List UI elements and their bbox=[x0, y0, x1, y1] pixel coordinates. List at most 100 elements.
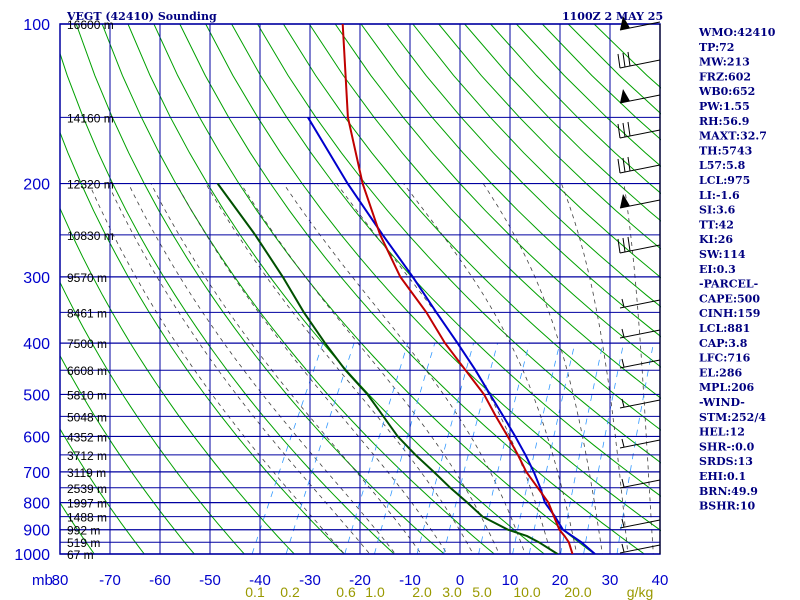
wind-feather bbox=[617, 53, 621, 69]
mixing-ratio-label: 5.0 bbox=[472, 584, 492, 600]
header-left: VEGT (42410) Sounding bbox=[66, 10, 217, 23]
moist-adiabat bbox=[561, 183, 629, 554]
wind-feather bbox=[621, 398, 625, 408]
sounding-index: TP:72 bbox=[699, 41, 734, 54]
wind-barb bbox=[619, 359, 661, 369]
wind-barb bbox=[619, 199, 661, 209]
sounding-index: RH:56.9 bbox=[699, 115, 749, 128]
wind-barb bbox=[619, 329, 661, 339]
sounding-index: KI:26 bbox=[699, 233, 733, 246]
dry-adiabat bbox=[75, 24, 446, 554]
height-label: 16600 m bbox=[67, 18, 114, 32]
mixing-ratio-label: 0.2 bbox=[280, 584, 300, 600]
sounding-index: MPL:206 bbox=[699, 381, 755, 394]
moist-adiabat bbox=[403, 183, 578, 554]
temperature-tick-label: -50 bbox=[199, 572, 221, 589]
pressure-tick-label: 800 bbox=[23, 496, 50, 513]
sounding-index: PW:1.55 bbox=[699, 100, 750, 113]
wind-barb bbox=[619, 544, 661, 554]
height-label: 6608 m bbox=[67, 364, 107, 378]
dry-adiabat bbox=[60, 427, 145, 554]
sounding-index: BRN:49.9 bbox=[699, 485, 758, 498]
dry-adiabat bbox=[282, 24, 661, 431]
temperature-tick-label: -30 bbox=[299, 572, 321, 589]
wind-barb bbox=[619, 299, 661, 309]
dry-adiabat bbox=[179, 24, 646, 554]
temperature-tick-label: 0 bbox=[456, 572, 464, 589]
moist-adiabat bbox=[240, 183, 500, 554]
wind-feather bbox=[617, 158, 621, 174]
sounding-index: -WIND- bbox=[699, 396, 745, 409]
height-label: 14160 m bbox=[67, 111, 114, 125]
sounding-index: FRZ:602 bbox=[699, 70, 751, 83]
height-label: 67 m bbox=[67, 548, 94, 562]
pressure-tick-label: 700 bbox=[23, 465, 50, 482]
sounding-index: STM:252/4 bbox=[699, 411, 766, 424]
moist-adiabat bbox=[128, 183, 396, 554]
sounding-index: LCL:975 bbox=[699, 174, 750, 187]
sounding-index: LI:-1.6 bbox=[699, 189, 740, 202]
height-label: 12320 m bbox=[67, 178, 114, 192]
height-label: 5810 m bbox=[67, 388, 107, 402]
temperature-tick-label: -40 bbox=[249, 572, 271, 589]
pressure-tick-label: 400 bbox=[23, 336, 50, 353]
wind-feather bbox=[621, 478, 625, 488]
wind-barb bbox=[619, 94, 661, 104]
sounding-index: CAP:3.8 bbox=[699, 337, 748, 350]
sounding-index: CINH:159 bbox=[699, 307, 760, 320]
wind-feather bbox=[621, 518, 625, 528]
dry-adiabat bbox=[101, 24, 496, 554]
dry-adiabat bbox=[60, 354, 195, 554]
wind-barb bbox=[619, 399, 661, 409]
dry-adiabat bbox=[438, 24, 661, 250]
dry-adiabat bbox=[60, 51, 396, 554]
wind-barb bbox=[619, 439, 661, 449]
dry-adiabat bbox=[334, 24, 661, 368]
wind-barb bbox=[619, 21, 661, 31]
height-label: 3712 m bbox=[67, 449, 107, 463]
sounding-index: LFC:716 bbox=[699, 352, 751, 365]
sounding-index: SW:114 bbox=[699, 248, 746, 261]
sounding-index: L57:5.8 bbox=[699, 159, 746, 172]
sounding-index: LCL:881 bbox=[699, 322, 750, 335]
temperature-tick-label: 20 bbox=[552, 572, 569, 589]
dry-adiabat bbox=[308, 24, 661, 399]
moist-adiabat bbox=[482, 183, 603, 554]
mixing-ratio-label: 20.0 bbox=[564, 584, 591, 600]
mixing-ratio-label: 0.6 bbox=[336, 584, 356, 600]
dry-adiabat bbox=[386, 24, 661, 308]
wind-pennant bbox=[620, 89, 630, 103]
dry-adiabat bbox=[127, 24, 546, 554]
pressure-tick-label: 500 bbox=[23, 387, 50, 404]
sounding-index: HEL:12 bbox=[699, 426, 745, 439]
wind-feather bbox=[627, 121, 631, 137]
height-label: 1488 m bbox=[67, 511, 107, 525]
sounding-index: -PARCEL- bbox=[699, 278, 758, 291]
dry-adiabat bbox=[60, 207, 295, 554]
sounding-index: WMO:42410 bbox=[698, 26, 776, 39]
height-label: 992 m bbox=[67, 524, 100, 538]
wind-feather bbox=[621, 358, 625, 368]
temperature-profile bbox=[341, 24, 574, 554]
wind-feather bbox=[621, 298, 625, 308]
temperature-tick-label: -10 bbox=[399, 572, 421, 589]
sounding-index: MW:213 bbox=[699, 56, 750, 69]
wind-barb bbox=[619, 519, 661, 529]
sounding-index: SRDS:13 bbox=[699, 455, 753, 468]
wind-feather bbox=[617, 123, 621, 139]
wind-feather bbox=[617, 238, 621, 254]
height-label: 8461 m bbox=[67, 306, 107, 320]
wind-barb bbox=[619, 59, 661, 69]
dry-adiabat bbox=[60, 501, 95, 554]
height-label: 7500 m bbox=[67, 337, 107, 351]
height-label: 1997 m bbox=[67, 497, 107, 511]
parcel-profile bbox=[307, 116, 596, 554]
wind-feather bbox=[622, 157, 626, 173]
wind-feather bbox=[622, 237, 626, 253]
pressure-tick-label: 100 bbox=[23, 17, 50, 34]
header-right: 1100Z 2 MAY 25 bbox=[562, 10, 663, 23]
wind-feather bbox=[621, 438, 625, 448]
height-label: 519 m bbox=[67, 536, 100, 550]
pressure-tick-label: 300 bbox=[23, 270, 50, 287]
